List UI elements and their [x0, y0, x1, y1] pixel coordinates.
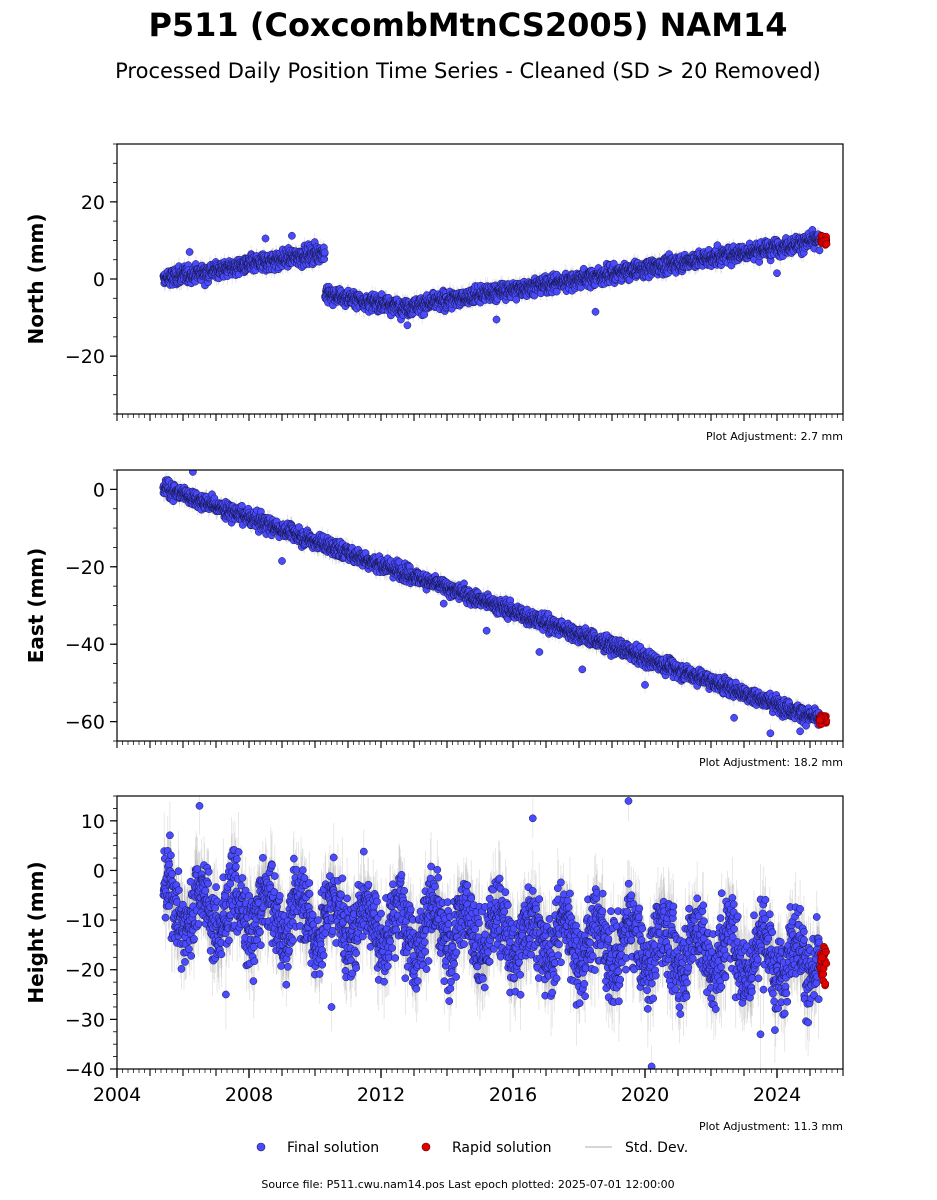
final-solution-point [512, 295, 521, 304]
final-solution-point [420, 310, 429, 319]
north-std-dev-bars [162, 226, 821, 329]
north-plot-area [159, 226, 831, 330]
chart-title: P511 (CoxcombMtnCS2005) NAM14 [148, 6, 787, 44]
north-final-solution-points [159, 226, 824, 330]
final-solution-point [320, 248, 329, 257]
chart-subtitle: Processed Daily Position Time Series - C… [115, 59, 821, 83]
